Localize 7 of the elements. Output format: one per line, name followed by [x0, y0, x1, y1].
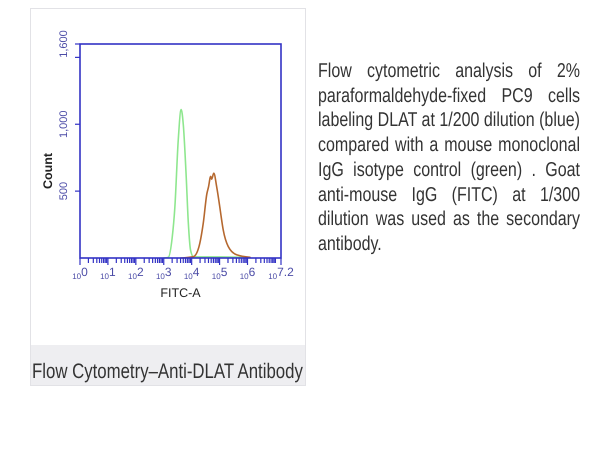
text: Flow cytometric analysis of 2% paraformaldehyde-fixed PC9 cells labeling DLAT at 1/200 dilution (blue) compared with a mouse monoclonal IgG isotype control (green) . Goat anti-mouse IgG (FITC) at 1/300 dilution was used as the secondary antibody. [318, 59, 580, 257]
y-axis-title: Count [41, 152, 55, 190]
y-tick-label: 1,600 [58, 30, 70, 58]
text: Flow Cytometry–Anti-DLAT Antibody [32, 360, 304, 384]
y-tick-label: 1,000 [58, 110, 70, 138]
x-axis-title: FITC-A [160, 286, 202, 300]
y-tick-label: 500 [58, 182, 70, 200]
